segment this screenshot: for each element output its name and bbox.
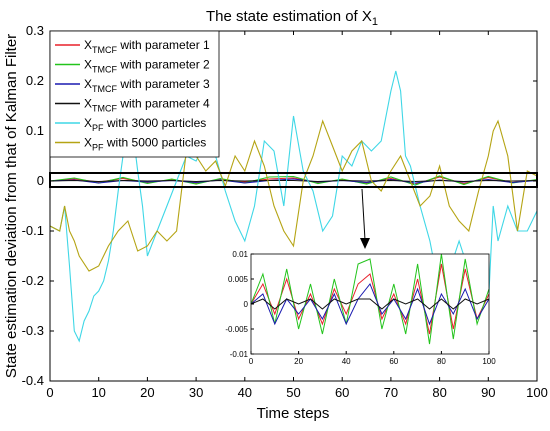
chart-title: The state estimation of X1 xyxy=(206,8,378,28)
main-ticks-group: 0 10 20 30 40 50 60 70 80 90 100-0.4-0.3-0.2-0.100… xyxy=(22,23,548,400)
x-tick-label: 10 xyxy=(91,385,105,400)
y-tick-label: -0.2 xyxy=(22,273,44,288)
zoom-arrow-head xyxy=(360,238,370,249)
series-line-4 xyxy=(49,179,538,183)
y-tick-label: -0.4 xyxy=(22,373,44,388)
inset-y-tick-label: 0.01 xyxy=(232,250,248,259)
legend-box xyxy=(49,30,220,158)
x-tick-label: 60 xyxy=(335,385,349,400)
inset-x-tick-label: 60 xyxy=(389,357,398,366)
inset-y-tick-label: -0.005 xyxy=(225,325,248,334)
legend-label-6: XPF with 5000 particles xyxy=(84,136,206,153)
x-tick-label: 90 xyxy=(481,385,495,400)
legend-label-1: XTMCF with parameter 1 xyxy=(84,38,210,55)
x-tick-label: 80 xyxy=(432,385,446,400)
legend-label-3: XTMCF with parameter 3 xyxy=(84,77,210,94)
y-tick-label: -0.3 xyxy=(22,323,44,338)
inset-x-tick-label: 20 xyxy=(294,357,303,366)
legend-label-5: XPF with 3000 particles xyxy=(84,116,206,133)
inset-series-line-4 xyxy=(250,298,490,310)
x-axis-label: Time steps xyxy=(257,405,330,422)
inset-series-group xyxy=(250,253,490,345)
x-tick-label: 50 xyxy=(286,385,300,400)
inset-y-tick-label: 0.005 xyxy=(228,275,249,284)
x-tick-label: 20 xyxy=(140,385,154,400)
series-line-6 xyxy=(49,119,538,272)
inset-x-tick-label: 0 xyxy=(249,357,254,366)
x-tick-label: 70 xyxy=(384,385,398,400)
inset-x-tick-label: 80 xyxy=(437,357,446,366)
main-series-group xyxy=(49,70,538,343)
inset-x-tick-label: 40 xyxy=(342,357,351,366)
zoom-arrow xyxy=(361,188,366,241)
y-tick-label: 0.2 xyxy=(26,73,44,88)
y-tick-label: 0.1 xyxy=(26,123,44,138)
y-tick-label: 0.3 xyxy=(26,23,44,38)
inset-y-tick-label: -0.01 xyxy=(230,350,249,359)
y-tick-label: -0.1 xyxy=(22,223,44,238)
inset-chart: 0 20 40 60 80 100 -0.01 -0.005 0 0.005 0.01 xyxy=(225,250,496,366)
x-tick-label: 0 xyxy=(46,385,53,400)
y-tick-label: 0 xyxy=(37,173,44,188)
legend-label-2: XTMCF with parameter 2 xyxy=(84,58,210,75)
legend-label-4: XTMCF with parameter 4 xyxy=(84,97,210,114)
inset-x-tick-label: 100 xyxy=(482,357,496,366)
legend: XTMCF with parameter 1 XTMCF with paramet… xyxy=(49,30,220,158)
x-tick-label: 40 xyxy=(238,385,252,400)
inset-ticks-group: 0 20 40 60 80 100 -0.01 -0.005 0 0.005 0.01 xyxy=(225,250,496,366)
y-axis-label: State estimation deviation from that of … xyxy=(3,34,20,378)
x-tick-label: 100 xyxy=(526,385,548,400)
inset-y-tick-label: 0 xyxy=(244,300,249,309)
inset-series-line-3 xyxy=(250,283,490,326)
chart-title-subscript: 1 xyxy=(372,16,378,28)
inset-series-line-2 xyxy=(250,253,490,345)
x-tick-label: 30 xyxy=(189,385,203,400)
